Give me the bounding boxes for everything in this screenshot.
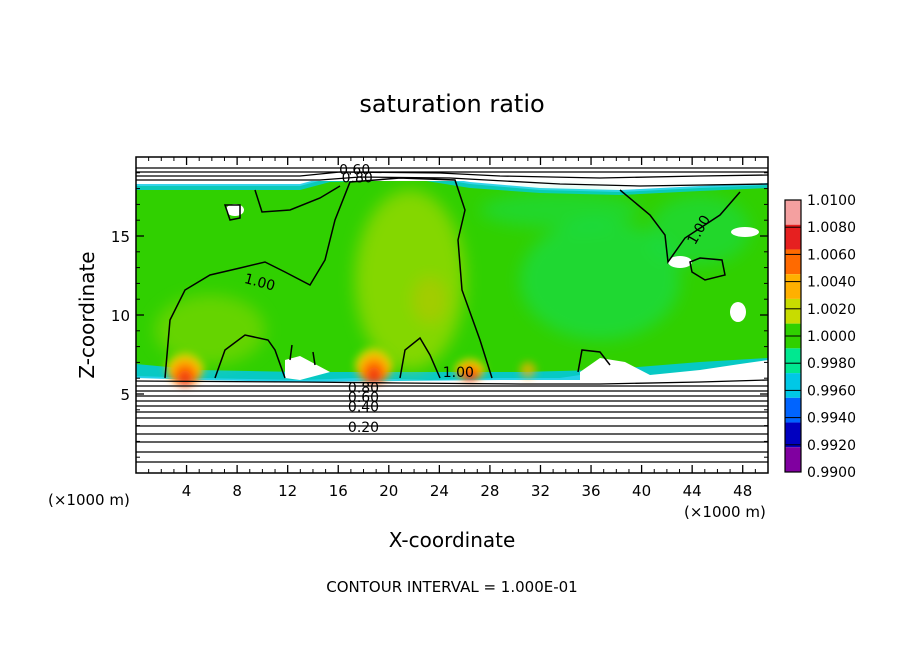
colorbar-swatch [785,422,801,448]
contour-label: 0.80 [348,381,379,397]
x-tick-label: 40 [632,482,651,500]
colorbar-label: 1.0040 [807,275,856,291]
cloud-top-fringe [136,174,768,195]
colorbar-label: 1.0080 [807,220,856,236]
colorbar-label: 1.0020 [807,302,856,318]
colorbar-label: 0.9940 [807,411,856,427]
maximum-x18 [354,332,394,384]
colorbar-label: 1.0100 [807,193,856,209]
chart-title: saturation ratio [359,90,544,118]
colorbar-label: 0.9900 [807,465,856,481]
x-axis: 4 8 12 16 20 24 28 32 36 40 44 48 [148,157,756,500]
x-tick-label: 24 [430,482,449,500]
x-tick-label: 28 [480,482,499,500]
x-tick-label: 4 [182,482,192,500]
colorbar-label: 1.0060 [807,247,856,263]
contours [136,167,768,463]
y-tick-label: 15 [111,228,130,246]
contour-label: 1.00 [242,271,276,295]
x-tick-label: 8 [232,482,242,500]
contour-interval-note: CONTOUR INTERVAL = 1.000E-01 [326,578,577,596]
colorbar-swatch [785,224,801,250]
y-axis: 5 10 15 [111,172,768,458]
contour-label: 0.40 [348,400,379,416]
cool-patch-right2 [650,195,750,265]
x-tick-label: 16 [329,482,348,500]
colorbar-label: 0.9920 [807,438,856,454]
x-axis-label: X-coordinate [389,528,516,552]
maximum-x26 [454,349,486,381]
contour-label: 0.60 [339,163,370,179]
contour-label: 0.80 [342,171,373,187]
x-tick-label: 48 [733,482,752,500]
colorbar-label: 0.9960 [807,383,856,399]
colorbar-swatch [785,447,801,472]
contour-label: 1.00 [443,365,474,381]
colorbar-swatch [785,200,801,225]
contours-1.00 [164,177,741,379]
colorbar: 1.0100 1.0080 1.0060 1.0040 1.0020 1.0000 0.99… [784,193,856,481]
cool-patch-right [520,220,680,340]
contour-label: 0.60 [348,390,379,406]
x-tick-label: 32 [531,482,550,500]
updraft-core [355,190,465,370]
x-axis-unit-right: (×1000 m) [684,503,766,521]
x-tick-label: 12 [278,482,297,500]
colorbar-swatch [785,249,801,275]
x-tick-label: 36 [581,482,600,500]
colorbar-swatch [785,298,801,324]
plot-area: 0.600.801.001.001.000.800.600.400.20 [136,157,768,473]
colorbar-label: 0.9980 [807,356,856,372]
y-axis-label: Z-coordinate [75,251,99,378]
maximum-x31 [520,362,536,378]
x-tick-label: 20 [379,482,398,500]
cool-patch-top [480,192,640,228]
colorbar-swatch [785,373,801,398]
colorbar-swatch [785,274,801,299]
colorbar-swatch [785,397,801,423]
x-axis-unit-left: (×1000 m) [48,491,130,509]
updraft-core-inner [412,276,448,324]
contour-label: 0.20 [348,420,379,436]
colorbar-swatch [785,348,801,374]
colorbar-label: 1.0000 [807,329,856,345]
x-tick-label: 44 [683,482,702,500]
y-tick-label: 10 [111,307,130,325]
y-tick-label: 5 [120,386,130,404]
maximum-x4 [165,338,205,386]
